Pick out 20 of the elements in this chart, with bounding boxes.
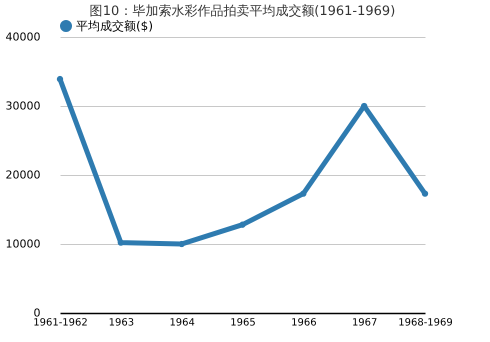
x-tick-label: 1967	[352, 318, 378, 328]
point	[239, 222, 246, 228]
x-tick-label: 1965	[230, 318, 256, 328]
y-tick-label: 40000	[6, 30, 40, 44]
y-tick-label: 0	[34, 306, 40, 320]
point	[300, 190, 306, 197]
x-tick-label: 1961-1962	[33, 318, 88, 328]
y-tick-label: 30000	[6, 100, 40, 112]
x-tick-label: 1968-1969	[398, 318, 453, 328]
chart-title: 图10：毕加索水彩作品拍卖平均成交额(1961-1969)	[90, 3, 396, 19]
y-tick-label: 10000	[6, 238, 40, 250]
point	[118, 239, 124, 246]
x-tick-label: 1966	[291, 318, 317, 328]
y-tick-label: 20000	[6, 168, 40, 182]
point	[56, 76, 64, 82]
x-tick-label: 1964	[169, 318, 195, 328]
point	[422, 190, 428, 197]
point	[178, 240, 185, 248]
legend-label: 平均成交额($)	[76, 19, 153, 33]
x-tick-label: 1963	[108, 318, 134, 328]
